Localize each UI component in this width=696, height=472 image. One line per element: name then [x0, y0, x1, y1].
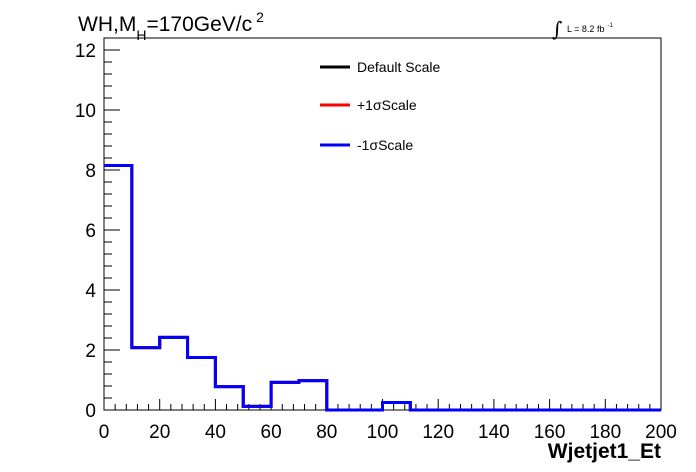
x-tick-label: 0 — [99, 422, 110, 443]
x-axis-label: Wjetjet1_Et — [548, 440, 661, 463]
luminosity-superscript: -1 — [607, 23, 613, 29]
y-tick-label: 2 — [85, 341, 96, 362]
title-subscript: H — [136, 27, 146, 43]
legend: Default Scale +1σScale -1σScale — [320, 59, 440, 153]
svg-text:L = 8.2 fb-1: L = 8.2 fb -1 — [567, 23, 613, 34]
integral-symbol: ∫ — [552, 17, 562, 41]
y-tick-label: 10 — [75, 101, 96, 122]
series-line--1-scale — [104, 164, 661, 412]
x-tick-label: 200 — [645, 422, 677, 443]
x-tick-label: 80 — [316, 422, 337, 443]
x-axis: 0 20 40 60 80 100 120 140 160 180 200 — [99, 399, 677, 443]
luminosity-label: ∫ L = 8.2 fb -1 — [552, 17, 613, 41]
legend-label-default: Default Scale — [357, 59, 440, 75]
x-tick-label: 40 — [205, 422, 226, 443]
luminosity-text: L = 8.2 fb — [567, 24, 604, 34]
y-tick-label: 8 — [85, 161, 96, 182]
title-part1: WH,M — [78, 13, 136, 36]
y-tick-label: 12 — [75, 41, 96, 62]
legend-label-minus: -1σScale — [357, 137, 413, 153]
title-part2: =170GeV/c — [146, 13, 252, 36]
series-layer — [104, 164, 661, 412]
x-tick-label: 100 — [367, 422, 399, 443]
chart-title: WH,MH=170GeV/c 2 — [78, 9, 264, 43]
x-tick-label: 140 — [478, 422, 510, 443]
x-tick-label: 160 — [534, 422, 566, 443]
x-tick-label: 120 — [422, 422, 454, 443]
series-line-default-scale — [104, 164, 661, 412]
legend-label-plus: +1σScale — [357, 97, 417, 113]
title-superscript: 2 — [256, 9, 264, 25]
series-line--1-scale — [104, 164, 661, 412]
x-tick-label: 20 — [149, 422, 170, 443]
y-tick-label: 0 — [85, 401, 96, 422]
y-tick-label: 6 — [85, 221, 96, 242]
x-tick-label: 180 — [589, 422, 621, 443]
y-axis: 0 2 4 6 8 10 12 — [75, 37, 120, 422]
y-tick-label: 4 — [85, 281, 96, 302]
svg-text:WH,MH=170GeV/c2: WH,MH=170GeV/c 2 — [78, 9, 264, 43]
x-tick-label: 60 — [261, 422, 282, 443]
